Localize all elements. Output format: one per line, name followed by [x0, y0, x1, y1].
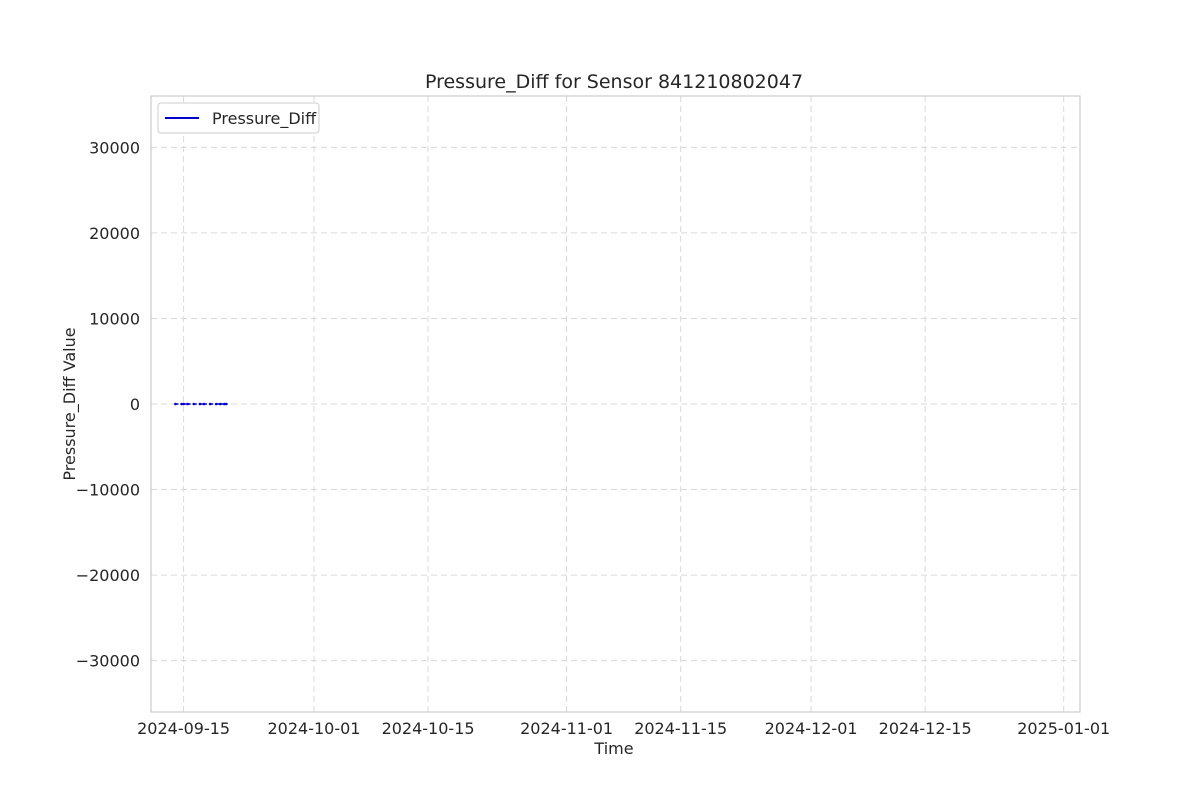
- y-tick-label: 10000: [89, 309, 140, 328]
- x-axis-label: Time: [593, 739, 633, 758]
- series-point: [225, 402, 228, 406]
- tick-layer: 2024-09-15 2024-10-01 2024-10-15 2024-11-01…: [76, 138, 1111, 738]
- x-tick-label: 2024-10-01: [267, 719, 360, 738]
- x-tick-label: 2024-11-01: [520, 719, 613, 738]
- series-point: [174, 402, 177, 406]
- series-point: [198, 402, 202, 406]
- y-tick-label: −10000: [76, 481, 140, 500]
- x-tick-label: 2024-11-15: [634, 719, 727, 738]
- grid-layer: [151, 96, 1080, 712]
- series-point: [208, 402, 212, 406]
- plot-frame: [150, 95, 1081, 713]
- legend-box: [157, 102, 320, 134]
- y-tick-label: 0: [130, 395, 140, 414]
- series-point: [182, 402, 185, 406]
- x-tick-label: 2024-10-15: [382, 719, 475, 738]
- y-axis-label: Pressure_Diff Value: [60, 327, 80, 480]
- series-point: [202, 402, 206, 406]
- legend: Pressure_Diff: [157, 102, 320, 134]
- legend-label: Pressure_Diff: [212, 109, 317, 129]
- x-tick-label: 2025-01-01: [1017, 719, 1110, 738]
- x-tick-label: 2024-12-01: [765, 719, 858, 738]
- series-point: [192, 402, 196, 406]
- series-layer: [174, 402, 228, 406]
- y-tick-label: −30000: [76, 652, 140, 671]
- y-tick-label: 30000: [89, 138, 140, 157]
- y-tick-label: 20000: [89, 224, 140, 243]
- x-tick-label: 2024-09-15: [137, 719, 230, 738]
- y-tick-label: −20000: [76, 566, 140, 585]
- series-point: [186, 402, 189, 406]
- series-point: [180, 402, 183, 406]
- series-point: [223, 402, 226, 406]
- x-tick-label: 2024-12-15: [879, 719, 972, 738]
- chart-title: Pressure_Diff for Sensor 841210802047: [425, 71, 803, 93]
- series-point: [214, 402, 218, 406]
- series-point: [218, 402, 222, 406]
